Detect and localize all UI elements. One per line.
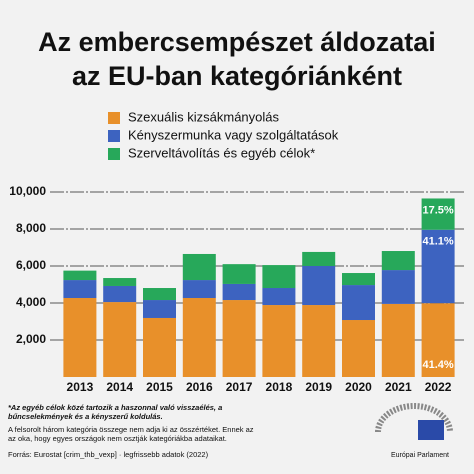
x-tick-label: 2022 [425, 380, 452, 394]
bar-segment [222, 300, 256, 377]
bar-segment [182, 253, 216, 281]
bar-segment [182, 298, 216, 377]
footnote: Forrás: Eurostat [crim_thb_vexp] · legfr… [8, 450, 209, 459]
bar-segment [103, 278, 137, 286]
share-label: 17.5% [422, 204, 453, 216]
bar-segment [262, 305, 296, 377]
bar-segment [302, 305, 336, 377]
y-tick-label: 10,000 [9, 184, 46, 198]
bar-segment [381, 251, 415, 271]
x-tick-label: 2019 [305, 380, 332, 394]
footnote: A felsorolt három kategória összege nem … [8, 425, 254, 443]
x-tick-label: 2013 [67, 380, 94, 394]
logo [375, 403, 453, 444]
bar-segment [222, 283, 256, 301]
bar-segment [342, 273, 375, 286]
bar-segment [103, 285, 137, 303]
share-label: 41.4% [422, 359, 453, 371]
bar-segment [381, 303, 415, 377]
chart-title: Az embercsempészet áldozatai [38, 27, 436, 57]
legend-swatch [108, 148, 120, 160]
x-tick-label: 2021 [385, 380, 412, 394]
x-tick-label: 2018 [266, 380, 293, 394]
x-tick-label: 2020 [345, 380, 372, 394]
y-tick-label: 6,000 [16, 258, 46, 272]
logo-text: Európai Parlament [391, 452, 449, 459]
bar-segment [143, 300, 176, 318]
footnote: *Az egyéb célok közé tartozik a haszonna… [8, 403, 222, 421]
x-tick-label: 2017 [226, 380, 253, 394]
bar-segment [262, 288, 296, 306]
legend-label: Szexuális kizsákmányolás [128, 109, 280, 124]
bar-segment [143, 317, 176, 377]
chart-title: az EU-ban kategóriánként [72, 61, 402, 91]
legend-swatch [108, 112, 120, 124]
bar-segment [421, 198, 455, 230]
x-tick-label: 2015 [146, 380, 173, 394]
y-tick-label: 8,000 [16, 221, 46, 235]
bar-segment [302, 251, 336, 266]
bar-segment [262, 265, 296, 289]
legend-label: Szerveltávolítás és egyéb célok* [128, 145, 315, 160]
bar-segment [421, 229, 455, 304]
y-tick-label: 2,000 [16, 332, 46, 346]
bar-segment [103, 302, 137, 377]
bar-segment [302, 266, 336, 306]
bar-segment [182, 280, 216, 299]
legend-swatch [108, 130, 120, 142]
bar-segment [381, 270, 415, 304]
bar-segment [63, 270, 97, 281]
bar-segment [222, 264, 256, 284]
share-label: 41.1% [422, 236, 453, 248]
legend-label: Kényszermunka vagy szolgáltatások [128, 127, 339, 142]
bar-segment [421, 303, 455, 377]
bar-segment [342, 285, 375, 321]
x-tick-label: 2016 [186, 380, 213, 394]
bar-segment [342, 320, 375, 377]
bar-segment [63, 280, 97, 299]
x-tick-label: 2014 [106, 380, 133, 394]
y-tick-label: 4,000 [16, 295, 46, 309]
bar-segment [143, 288, 176, 301]
bar-segment [63, 298, 97, 377]
